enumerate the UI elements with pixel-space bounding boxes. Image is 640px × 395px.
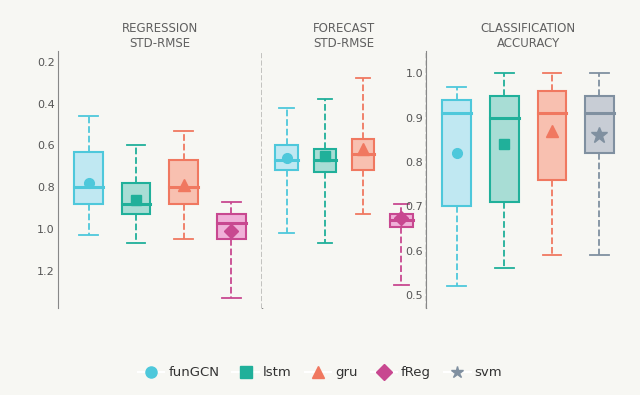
Bar	[217, 214, 246, 239]
Bar	[170, 160, 198, 204]
Bar	[122, 183, 150, 214]
Title: REGRESSION
STD-RMSE: REGRESSION STD-RMSE	[122, 22, 198, 50]
Bar	[275, 145, 298, 170]
Bar	[74, 152, 103, 204]
Bar	[390, 214, 413, 227]
Bar	[351, 139, 374, 170]
Title: CLASSIFICATION
ACCURACY: CLASSIFICATION ACCURACY	[481, 22, 575, 50]
Title: FORECAST
STD-RMSE: FORECAST STD-RMSE	[313, 22, 375, 50]
Legend: funGCN, lstm, gru, fReg, svm: funGCN, lstm, gru, fReg, svm	[132, 361, 508, 384]
Bar	[585, 96, 614, 153]
Bar	[442, 100, 471, 206]
Bar	[538, 91, 566, 180]
Bar	[314, 149, 337, 173]
Bar	[490, 96, 518, 202]
